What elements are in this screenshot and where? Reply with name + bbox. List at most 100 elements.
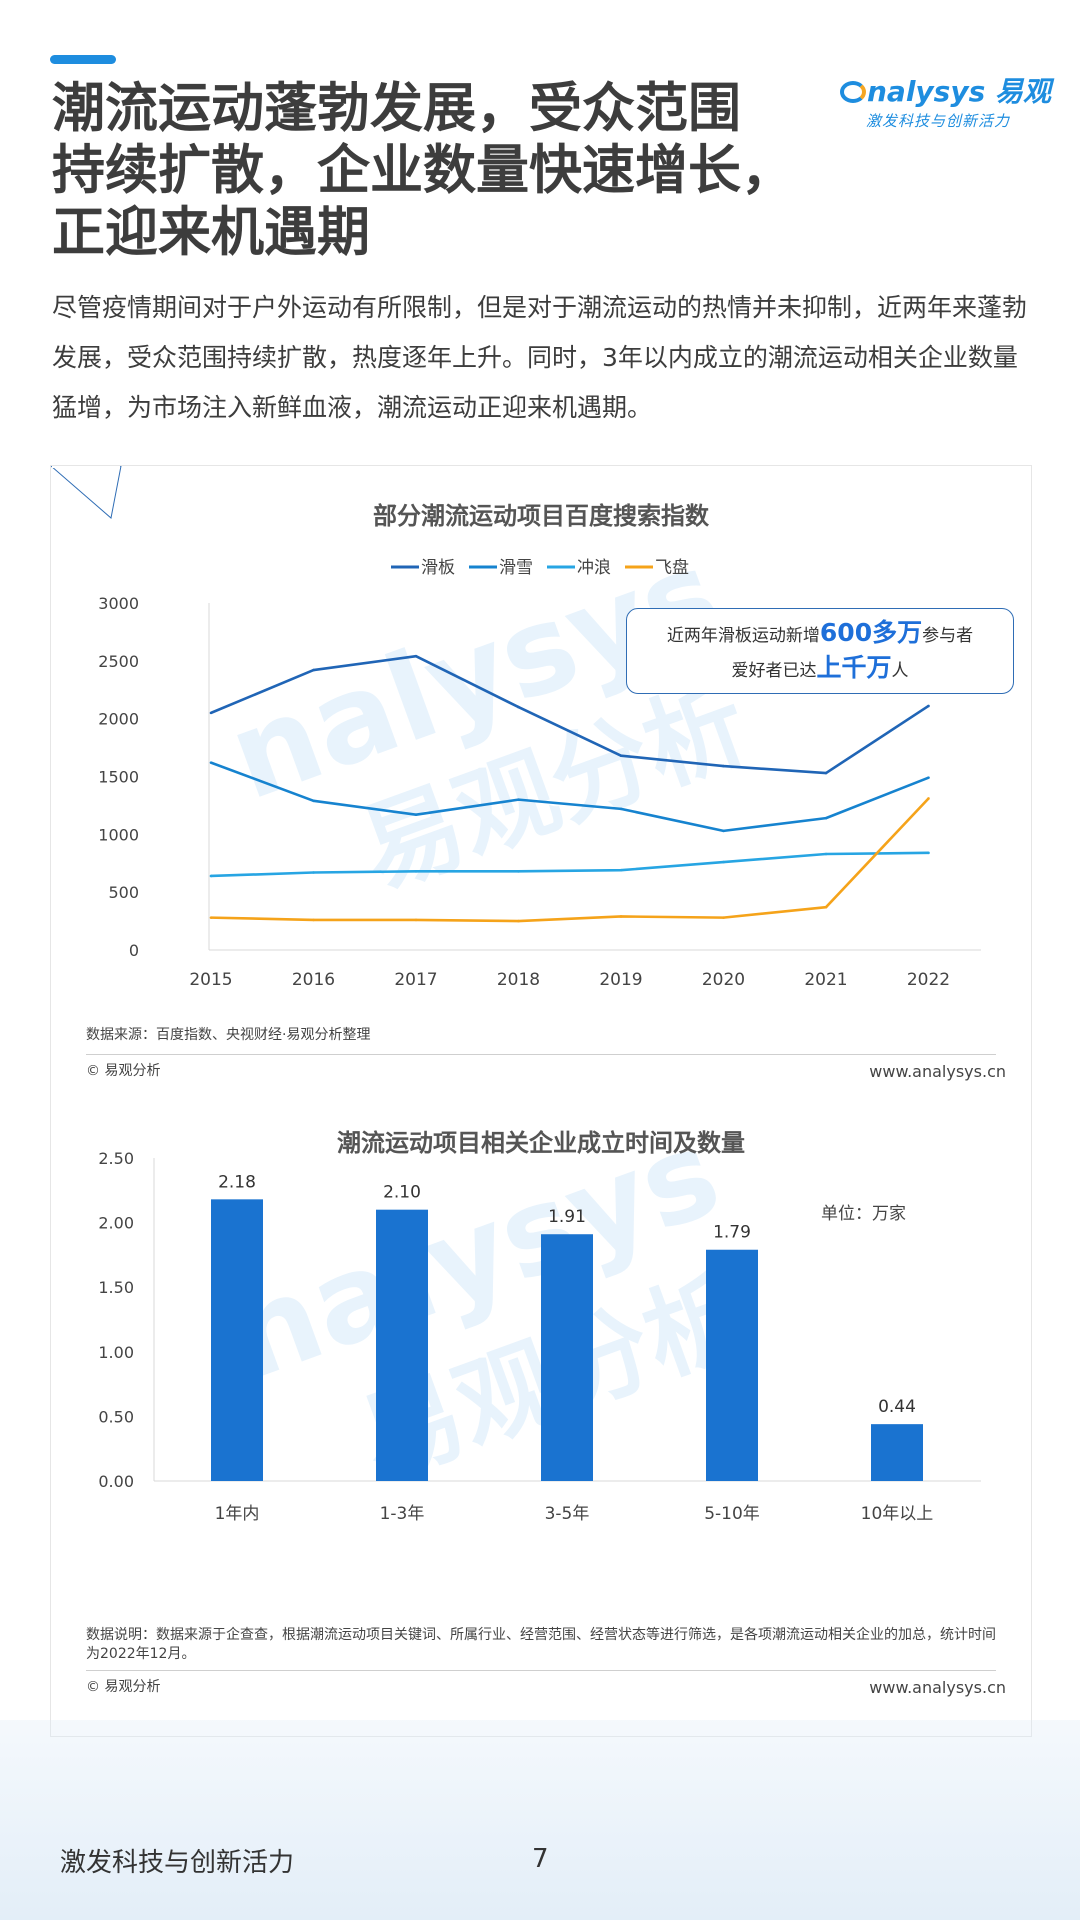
series-1-point-2 [414, 813, 418, 816]
series-0-point-0 [209, 711, 213, 715]
bar-1 [376, 1209, 428, 1481]
logo-text: nalysys 易观 [867, 75, 1052, 108]
chart2-website: www.analysys.cn [869, 1678, 1006, 1697]
series-1-point-7 [927, 776, 930, 779]
series-2-point-0 [209, 874, 213, 878]
series-3-point-5 [722, 916, 725, 919]
logo-tagline: 激发科技与创新活力 [866, 112, 1011, 130]
chart1-copyright: © 易观分析 [86, 1063, 161, 1079]
series-3-point-3 [517, 919, 520, 923]
series-2-point-4 [619, 868, 623, 872]
chart1-ytick-6: 3000 [98, 594, 139, 613]
series-2-point-1 [312, 871, 315, 874]
series-1-point-4 [619, 807, 623, 811]
series-line-1 [210, 761, 929, 833]
chart2-ytick-1: 0.50 [98, 1407, 134, 1426]
series-0-point-2 [414, 654, 418, 658]
callout-text-2: 参与者 [922, 626, 974, 646]
series-line-3 [210, 797, 930, 923]
chart1-xtick-5: 2020 [702, 970, 745, 990]
title-line-2: 持续扩散，企业数量快速增长， [52, 140, 794, 201]
chart1-ytick-2: 1000 [98, 825, 139, 844]
bar-4 [871, 1424, 923, 1481]
series-line-0 [210, 654, 930, 775]
chart-card: nalysys 易观分析 nalysys 易观分析 部分潮流运动项目百度搜索指数… [50, 465, 1032, 1737]
chart2-title: 潮流运动项目相关企业成立时间及数量 [337, 1129, 745, 1157]
callout-highlight-2: 上千万 [816, 653, 892, 682]
accent-bar [50, 55, 116, 64]
bar-value-label-2: 1.91 [548, 1207, 586, 1227]
bar-value-label-0: 2.18 [218, 1172, 256, 1192]
callout-text-4: 人 [891, 661, 909, 681]
chart1-ytick-5: 2500 [98, 652, 139, 671]
chart1-xtick-3: 2018 [497, 970, 540, 990]
legend-label-3: 飞盘 [655, 558, 689, 578]
chart1-xtick-4: 2019 [599, 970, 642, 990]
callout-tail [51, 466, 122, 519]
chart2-ytick-4: 2.00 [98, 1214, 134, 1233]
chart1-rule [86, 1054, 996, 1055]
logo-wordmark: nalysys 易观 [840, 70, 1051, 110]
chart1-ytick-1: 500 [108, 883, 139, 902]
series-2-point-2 [414, 870, 418, 873]
chart2-xtick-1: 1-3年 [380, 1504, 425, 1524]
chart1-xtick-2: 2017 [394, 970, 437, 990]
bar-3 [706, 1249, 758, 1481]
chart2-note: 数据说明：数据来源于企查查，根据潮流运动项目关键词、所属行业、经营范围、经营状态… [86, 1627, 996, 1662]
series-2-point-7 [927, 851, 930, 855]
chart1-source: 数据来源：百度指数、央视财经·易观分析整理 [86, 1027, 371, 1043]
chart2-rule [86, 1670, 996, 1671]
callout-text-1: 近两年滑板运动新增 [666, 626, 820, 646]
chart2-ytick-2: 1.00 [98, 1343, 134, 1362]
series-3-point-7 [927, 797, 930, 800]
series-3-point-1 [312, 918, 315, 922]
chart2-copyright: © 易观分析 [86, 1679, 161, 1695]
chart2-xtick-3: 5-10年 [704, 1504, 760, 1524]
series-3-point-2 [414, 918, 418, 922]
series-3-point-0 [209, 916, 213, 919]
intro-paragraph: 尽管疫情期间对于户外运动有所限制，但是对于潮流运动的热情并未抑制，近两年来蓬勃发… [52, 293, 1028, 422]
series-0-point-5 [722, 764, 725, 768]
series-1-point-0 [209, 761, 213, 764]
legend-label-2: 冲浪 [577, 558, 611, 578]
analysys-logo: nalysys 易观 激发科技与创新活力 [840, 70, 1051, 130]
series-1-point-3 [517, 798, 520, 801]
series-3-point-6 [824, 905, 828, 909]
city-skyline-background [0, 1720, 1080, 1920]
chart1-ytick-0: 0 [129, 941, 139, 960]
series-0-point-4 [619, 754, 623, 757]
series-3-point-4 [619, 915, 623, 918]
series-0-point-6 [824, 771, 828, 775]
bar-2 [541, 1234, 593, 1481]
bar-value-label-3: 1.79 [713, 1223, 751, 1243]
chart1-title: 部分潮流运动项目百度搜索指数 [373, 502, 710, 530]
callout-text-3: 爱好者已达 [731, 661, 817, 681]
chart2-xtick-4: 10年以上 [861, 1504, 934, 1524]
series-2-point-3 [517, 870, 520, 873]
title-line-1: 潮流运动蓬勃发展，受众范围 [52, 78, 741, 139]
series-2-point-5 [722, 860, 725, 864]
chart1-xtick-1: 2016 [292, 970, 335, 990]
series-0-point-3 [517, 705, 520, 709]
chart1-xtick-6: 2021 [804, 970, 847, 990]
series-1-point-5 [722, 829, 725, 833]
chart1-xtick-0: 2015 [189, 970, 232, 990]
chart2-xtick-2: 3-5年 [545, 1504, 590, 1524]
legend-label-1: 滑雪 [499, 558, 533, 578]
series-0-point-7 [927, 704, 930, 708]
series-1-point-1 [312, 799, 315, 803]
chart2-unit-label: 单位：万家 [821, 1204, 906, 1224]
title-line-3: 正迎来机遇期 [52, 202, 370, 263]
page-title: 潮流运动蓬勃发展，受众范围 持续扩散，企业数量快速增长， 正迎来机遇期 [52, 78, 852, 264]
bar-value-label-1: 2.10 [383, 1183, 421, 1203]
chart2-ytick-0: 0.00 [98, 1472, 134, 1491]
chart1-website: www.analysys.cn [869, 1062, 1006, 1081]
chart2-xtick-0: 1年内 [215, 1504, 260, 1524]
page-number: 7 [532, 1844, 549, 1874]
callout-box: 近两年滑板运动新增600多万参与者 爱好者已达上千万人 [626, 608, 1014, 694]
chart1-xtick-7: 2022 [907, 970, 950, 990]
series-2-point-6 [824, 852, 828, 856]
series-1-point-6 [824, 816, 828, 820]
